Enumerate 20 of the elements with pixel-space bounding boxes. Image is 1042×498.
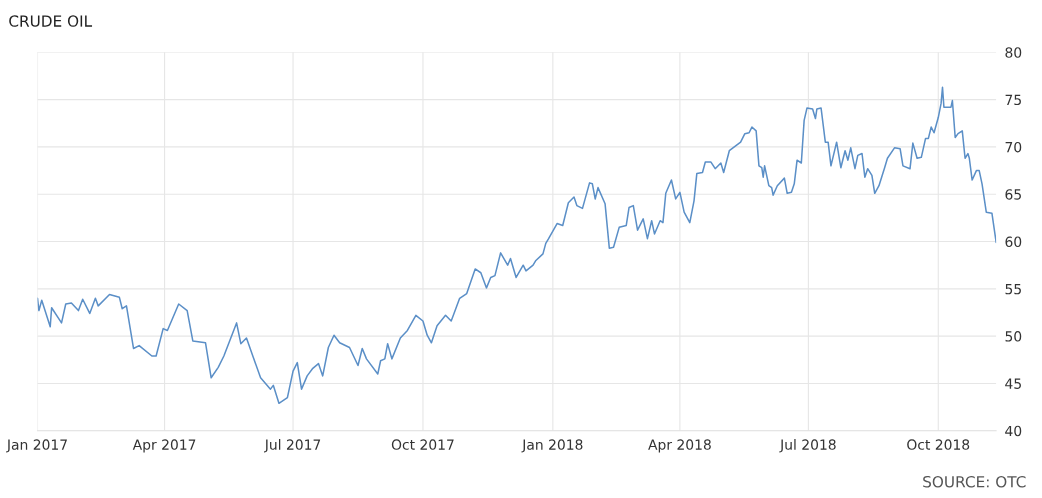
y-tick-label: 80 xyxy=(1005,47,1022,58)
y-tick-label: 75 xyxy=(1005,94,1021,106)
line-series xyxy=(37,86,997,405)
y-tick-label: 55 xyxy=(1005,283,1021,295)
x-tick-label: Oct 2018 xyxy=(907,439,970,450)
y-tick-label: 60 xyxy=(1005,236,1022,247)
x-tick-label: Jan 2017 xyxy=(6,439,67,453)
y-tick-label: 45 xyxy=(1005,378,1021,389)
x-tick-label: Oct 2017 xyxy=(391,439,454,450)
y-tick-label: 70 xyxy=(1005,141,1022,153)
x-tick-label: Jul 2017 xyxy=(264,439,321,453)
x-tick-label: Apr 2017 xyxy=(132,439,196,453)
x-tick-label: Jul 2018 xyxy=(779,439,836,453)
chart-title: CRUDE OIL xyxy=(9,15,93,27)
y-tick-label: 40 xyxy=(1005,425,1022,437)
x-tick-label: Apr 2018 xyxy=(648,439,711,453)
x-tick-label: Jan 2018 xyxy=(521,439,583,453)
source-note: SOURCE: OTC xyxy=(923,475,1026,488)
y-tick-label: 65 xyxy=(1005,189,1021,200)
y-tick-label: 50 xyxy=(1005,331,1022,342)
